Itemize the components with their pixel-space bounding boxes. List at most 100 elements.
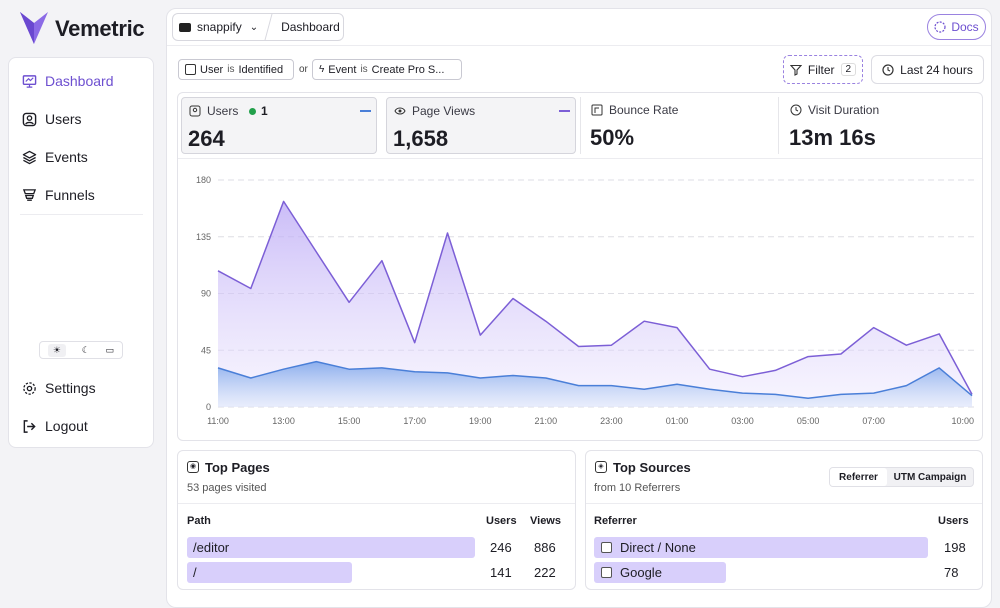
stat-icon bbox=[189, 105, 201, 117]
separator bbox=[167, 45, 991, 46]
column-header: Users bbox=[486, 515, 517, 527]
filter-field: User bbox=[200, 63, 224, 76]
stat-card[interactable]: Bounce Rate 50% bbox=[584, 97, 774, 154]
x-tick-label: 17:00 bbox=[403, 416, 426, 426]
row-label: /editor bbox=[193, 540, 230, 555]
stat-value: 50% bbox=[590, 125, 635, 150]
theme-dark[interactable]: ☾ bbox=[81, 344, 90, 355]
stat-label: Users bbox=[207, 104, 239, 118]
row-icon bbox=[601, 567, 612, 578]
divider bbox=[264, 13, 273, 41]
stat-value: 13m 16s bbox=[789, 125, 876, 150]
stat-card[interactable]: Users 1 264 bbox=[181, 97, 377, 154]
sidebar: Dashboard Users Events Funnels ☀ ☾ ▭ Set… bbox=[8, 57, 154, 448]
tab-active[interactable]: Referrer bbox=[830, 468, 887, 486]
chip-icon bbox=[185, 64, 196, 75]
row-label: Google bbox=[620, 565, 662, 580]
row-views: 222 bbox=[534, 565, 556, 580]
nav-item[interactable]: Dashboard bbox=[22, 71, 114, 91]
chevron: ⌄ bbox=[249, 21, 259, 33]
filter-value: Create Pro S... bbox=[371, 63, 445, 76]
row-bar bbox=[594, 537, 928, 558]
project-name[interactable]: snappify bbox=[197, 20, 242, 34]
card-title: Top Sources bbox=[613, 460, 691, 475]
column-header: Views bbox=[530, 515, 561, 527]
filter-button[interactable]: Filter 2 bbox=[783, 55, 863, 84]
tab[interactable]: UTM Campaign bbox=[893, 471, 967, 483]
nav-item[interactable]: Funnels bbox=[22, 185, 95, 205]
docs-icon bbox=[934, 21, 946, 33]
theme-light[interactable]: ☀ bbox=[47, 343, 66, 357]
chart: 0 45 90 135 180 11:00 13:00 15:00 17:00 19:00 21:0… bbox=[196, 175, 978, 426]
column-header: Path bbox=[187, 515, 211, 527]
live-count: 1 bbox=[261, 104, 268, 118]
breadcrumb: snappify ⌄ Dashboard bbox=[172, 13, 344, 41]
nav-item[interactable]: Logout bbox=[22, 416, 88, 436]
x-tick-label: 15:00 bbox=[338, 416, 361, 426]
nav-item[interactable]: Events bbox=[22, 147, 88, 167]
x-tick-label: 21:00 bbox=[535, 416, 558, 426]
live-dot bbox=[249, 108, 256, 115]
card-subtitle: 53 pages visited bbox=[187, 482, 267, 494]
filter-field: Event bbox=[328, 63, 357, 76]
stat-card[interactable]: Visit Duration 13m 16s bbox=[783, 97, 973, 154]
separator bbox=[20, 214, 143, 215]
stat-label: Bounce Rate bbox=[609, 103, 679, 117]
page-name: Dashboard bbox=[281, 20, 340, 34]
divider bbox=[580, 97, 581, 154]
row-users: 78 bbox=[944, 565, 959, 580]
divider bbox=[778, 97, 779, 154]
column-header: Users bbox=[938, 515, 969, 527]
x-tick-label: 11:00 bbox=[207, 416, 229, 426]
stat-icon bbox=[790, 104, 802, 116]
separator bbox=[178, 503, 575, 504]
filter-op: is bbox=[227, 64, 235, 75]
card-icon: ◉ bbox=[187, 461, 199, 473]
x-tick-label: 23:00 bbox=[600, 416, 623, 426]
row-views: 886 bbox=[534, 540, 556, 555]
row-label: Direct / None bbox=[620, 540, 696, 555]
card-subtitle: from 10 Referrers bbox=[594, 482, 681, 494]
y-tick-label: 135 bbox=[196, 232, 211, 242]
filter-chip[interactable]: User is Identified bbox=[178, 59, 294, 80]
separator bbox=[586, 503, 982, 504]
filter-chip[interactable]: ϟ Event is Create Pro S... bbox=[312, 59, 462, 80]
card-title: Top Pages bbox=[205, 460, 270, 475]
range-button[interactable]: Last 24 hours bbox=[871, 55, 984, 84]
stat-value: 264 bbox=[188, 126, 225, 151]
row-bar bbox=[187, 562, 353, 583]
logo-icon bbox=[20, 12, 48, 44]
stat-card[interactable]: Page Views 1,658 bbox=[386, 97, 576, 154]
nav-icon bbox=[22, 74, 37, 88]
nav-icon bbox=[23, 419, 36, 433]
theme-system[interactable]: ▭ bbox=[105, 344, 115, 355]
x-tick-label: 05:00 bbox=[797, 416, 820, 426]
row-icon bbox=[601, 542, 612, 553]
nav-label: Events bbox=[45, 149, 88, 165]
legend-swatch bbox=[559, 110, 570, 112]
nav-icon bbox=[23, 381, 36, 395]
x-tick-label: 10:00 bbox=[951, 416, 974, 426]
x-tick-label: 07:00 bbox=[862, 416, 885, 426]
area bbox=[218, 201, 972, 407]
nav-label: Users bbox=[45, 111, 82, 127]
range-label: Last 24 hours bbox=[900, 62, 973, 77]
stat-icon bbox=[591, 104, 603, 116]
stat-label: Page Views bbox=[412, 104, 476, 118]
theme-toggle[interactable]: ☀ ☾ ▭ bbox=[39, 341, 123, 359]
y-tick-label: 45 bbox=[201, 345, 211, 355]
stat-icon bbox=[394, 107, 406, 115]
filter-label: Filter bbox=[807, 62, 835, 77]
filter-count: 2 bbox=[840, 63, 857, 76]
docs-label: Docs bbox=[951, 20, 979, 34]
row-bar bbox=[187, 537, 475, 558]
row-label: / bbox=[193, 565, 197, 580]
page: { "brand": "Vemetric", "nav": ["Dashboar… bbox=[8, 8, 992, 608]
nav-item[interactable]: Settings bbox=[22, 378, 96, 398]
stat-value: 1,658 bbox=[393, 126, 449, 151]
nav-item[interactable]: Users bbox=[22, 109, 82, 129]
docs-button[interactable]: Docs bbox=[927, 14, 986, 40]
row-users: 141 bbox=[490, 565, 512, 580]
legend-swatch bbox=[360, 110, 371, 112]
nav-icon bbox=[22, 112, 37, 126]
